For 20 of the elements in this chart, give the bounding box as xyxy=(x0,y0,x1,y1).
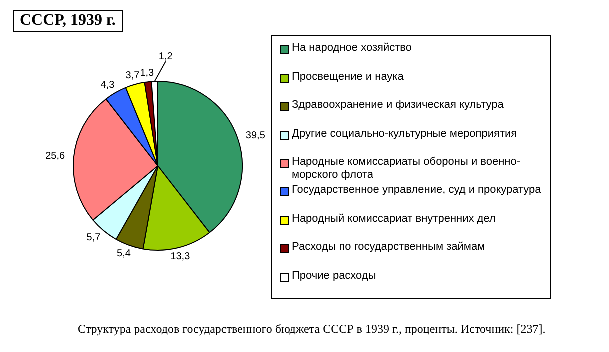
text: Структура расходов государственного бюджета СССР в 1939 г., проценты. Источник: [237]. xyxy=(78,322,546,337)
data-label: 25,6 xyxy=(46,150,66,162)
legend-label: На народное хозяйство xyxy=(292,42,412,55)
legend-label: Здравоохранение и физическая культура xyxy=(292,99,504,112)
data-label: 4,3 xyxy=(100,80,116,91)
data-label: 1,2 xyxy=(158,51,174,62)
data-label: 1,3 xyxy=(140,68,155,79)
legend-label: Народный комиссариат внутренних дел xyxy=(292,212,496,226)
data-label: 13,3 xyxy=(170,252,191,263)
legend-label: Народные комиссариаты обороны и военно-морского флота xyxy=(292,156,522,182)
data-label: 39,5 xyxy=(246,130,266,142)
legend-label: Просвещение и наука xyxy=(292,70,404,84)
legend-label: Расходы по государственным займам xyxy=(292,241,486,254)
data-label: 5,7 xyxy=(86,232,102,244)
data-label: 3,7 xyxy=(126,70,140,82)
data-label: 5,4 xyxy=(117,248,132,260)
legend-label: Государственное управление, суд и прокуратура xyxy=(292,184,542,197)
legend-label: Прочие расходы xyxy=(292,270,376,282)
chart-title: СССР, 1939 г. xyxy=(13,10,123,32)
legend-label: Другие социально-культурные мероприятия xyxy=(292,128,518,140)
